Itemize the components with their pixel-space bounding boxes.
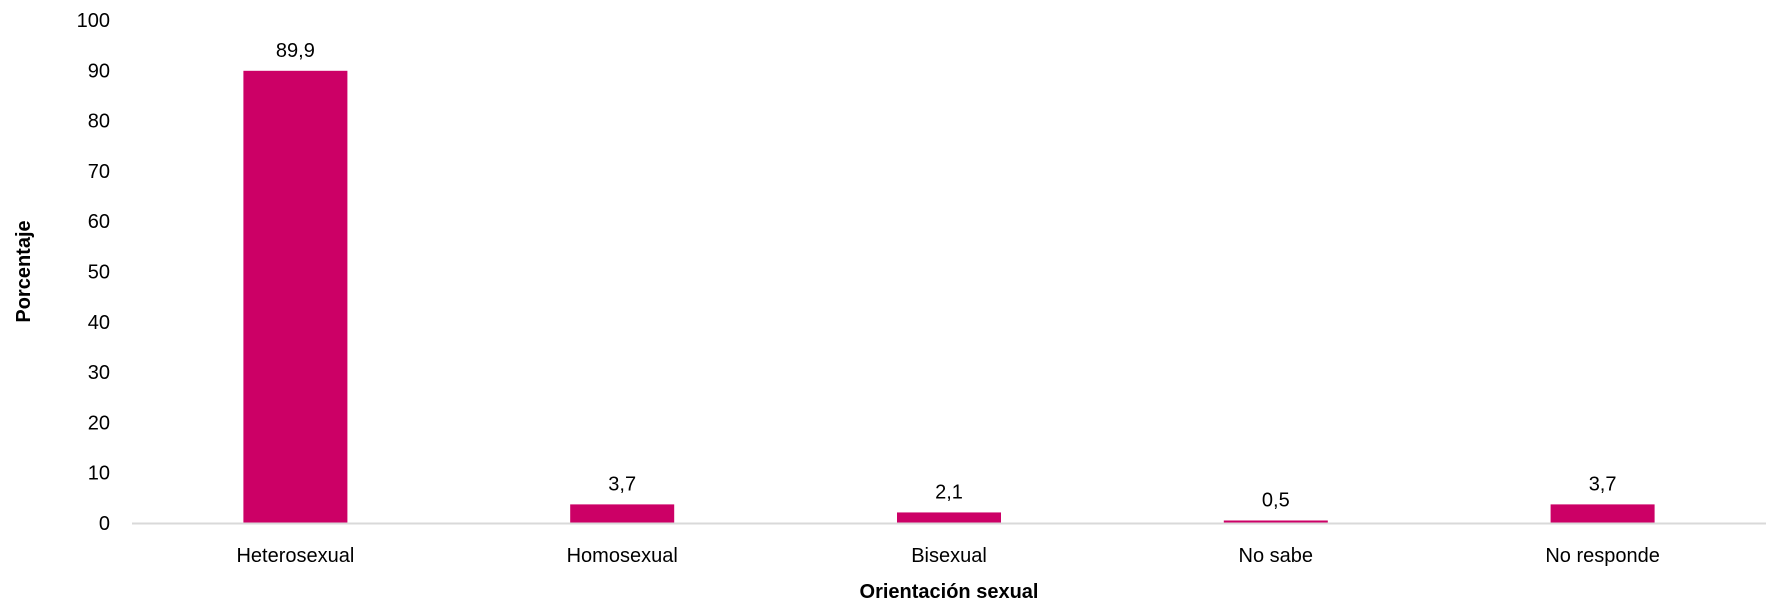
y-tick-label: 10 [88,463,110,485]
bar [1550,504,1655,523]
bar [1223,520,1328,523]
bar [243,70,348,523]
y-tick-label: 70 [88,161,110,183]
bar [897,512,1001,523]
y-tick-label: 60 [88,211,110,233]
data-labels: 89,9 3,7 2,1 0,5 3,7 [276,40,1617,512]
data-label: 89,9 [276,40,315,62]
y-tick-label: 40 [88,312,110,334]
y-axis-ticks: 0 10 20 30 40 50 60 70 80 90 100 [77,10,110,535]
y-tick-label: 80 [88,111,110,133]
x-category-label: No sabe [1239,545,1314,567]
data-label: 0,5 [1262,489,1290,511]
data-label: 2,1 [935,481,963,503]
y-tick-label: 0 [99,513,110,535]
x-category-label: No responde [1545,545,1660,567]
x-category-label: Heterosexual [236,545,354,567]
data-label: 3,7 [1589,473,1617,495]
y-axis-title: Porcentaje [13,220,35,322]
bar [570,504,675,523]
x-category-label: Bisexual [911,545,987,567]
y-tick-label: 20 [88,412,110,434]
y-tick-label: 30 [88,362,110,384]
y-tick-label: 90 [88,60,110,82]
bars [243,70,1655,523]
y-tick-label: 100 [77,10,110,32]
data-label: 3,7 [608,473,636,495]
x-axis-title: Orientación sexual [860,581,1039,601]
x-category-label: Homosexual [567,545,678,567]
y-tick-label: 50 [88,262,110,284]
x-axis-category-labels: Heterosexual Homosexual Bisexual No sabe No … [236,545,1659,567]
